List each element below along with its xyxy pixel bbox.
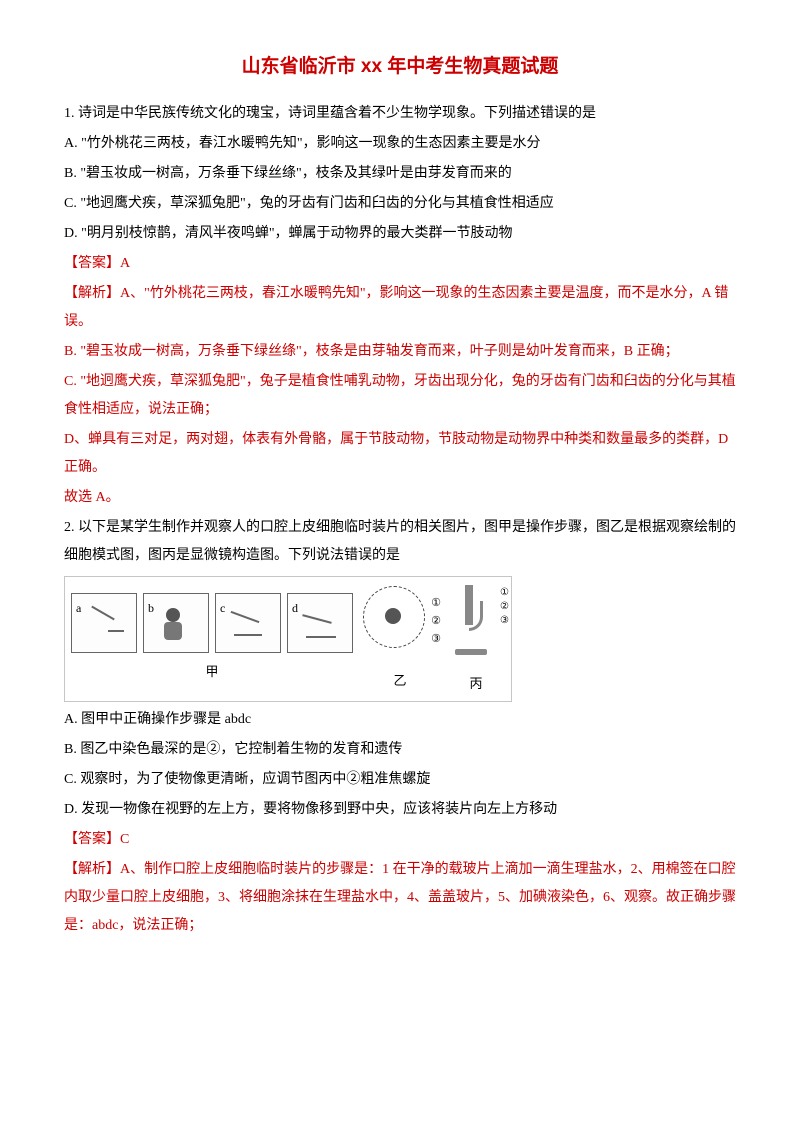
q2-exp-1: 【解析】A、制作口腔上皮细胞临时装片的步骤是：1 在干净的载玻片上滴加一滴生理盐… xyxy=(64,856,736,940)
lead-3: ③ xyxy=(431,628,441,650)
q1-opt-a: A. "竹外桃花三两枝，春江水暖鸭先知"，影响这一现象的生态因素主要是水分 xyxy=(64,130,736,158)
q1-exp-3: C. "地迥鹰犬疾，草深狐兔肥"，兔子是植食性哺乳动物，牙齿出现分化，兔的牙齿有… xyxy=(64,368,736,424)
figure-bing: ① ② ③ xyxy=(447,581,505,665)
q1-exp-1: 【解析】A、"竹外桃花三两枝，春江水暖鸭先知"，影响这一现象的生态因素主要是温度… xyxy=(64,280,736,336)
panel-b-label: b xyxy=(148,596,154,620)
q1-opt-b: B. "碧玉妆成一树高，万条垂下绿丝绦"，枝条及其绿叶是由芽发育而来的 xyxy=(64,160,736,188)
figure-jia-group: a b c d 甲 xyxy=(71,593,353,685)
q1-exp-4: D、蝉具有三对足，两对翅，体表有外骨骼，属于节肢动物，节肢动物是动物界中种类和数… xyxy=(64,426,736,482)
figure-bing-group: ① ② ③ 丙 xyxy=(447,581,505,697)
figure-yi-caption: 乙 xyxy=(361,668,439,694)
figure-yi: ① ② ③ xyxy=(361,584,439,662)
q2-stem: 2. 以下是某学生制作并观察人的口腔上皮细胞临时装片的相关图片，图甲是操作步骤，… xyxy=(64,514,736,570)
figure-yi-group: ① ② ③ 乙 xyxy=(361,584,439,694)
panel-a-label: a xyxy=(76,596,81,620)
scope-lead-3: ③ xyxy=(500,611,509,631)
q2-opt-c: C. 观察时，为了使物像更清晰，应调节图丙中②粗准焦螺旋 xyxy=(64,766,736,794)
q1-opt-d: D. "明月别枝惊鹊，清风半夜鸣蝉"，蝉属于动物界的最大类群一节肢动物 xyxy=(64,220,736,248)
q1-stem: 1. 诗词是中华民族传统文化的瑰宝，诗词里蕴含着不少生物学现象。下列描述错误的是 xyxy=(64,100,736,128)
panel-c-label: c xyxy=(220,596,225,620)
panel-d: d xyxy=(287,593,353,653)
panel-d-label: d xyxy=(292,596,298,620)
q2-opt-a: A. 图甲中正确操作步骤是 abdc xyxy=(64,706,736,734)
q1-answer: 【答案】A xyxy=(64,250,736,278)
panel-a: a xyxy=(71,593,137,653)
q1-opt-c: C. "地迥鹰犬疾，草深狐兔肥"，兔的牙齿有门齿和臼齿的分化与其植食性相适应 xyxy=(64,190,736,218)
q2-figure: a b c d 甲 ① xyxy=(64,576,512,702)
q1-exp-5: 故选 A。 xyxy=(64,484,736,512)
figure-jia-caption: 甲 xyxy=(71,659,353,685)
panel-b: b xyxy=(143,593,209,653)
panel-c: c xyxy=(215,593,281,653)
page-title: 山东省临沂市 xx 年中考生物真题试题 xyxy=(64,48,736,86)
figure-jia-panels: a b c d xyxy=(71,593,353,653)
q2-opt-b: B. 图乙中染色最深的是②，它控制着生物的发育和遗传 xyxy=(64,736,736,764)
q2-answer: 【答案】C xyxy=(64,826,736,854)
q2-opt-d: D. 发现一物像在视野的左上方，要将物像移到野中央，应该将装片向左上方移动 xyxy=(64,796,736,824)
figure-bing-caption: 丙 xyxy=(447,671,505,697)
q1-exp-2: B. "碧玉妆成一树高，万条垂下绿丝绦"，枝条是由芽轴发育而来，叶子则是幼叶发育… xyxy=(64,338,736,366)
